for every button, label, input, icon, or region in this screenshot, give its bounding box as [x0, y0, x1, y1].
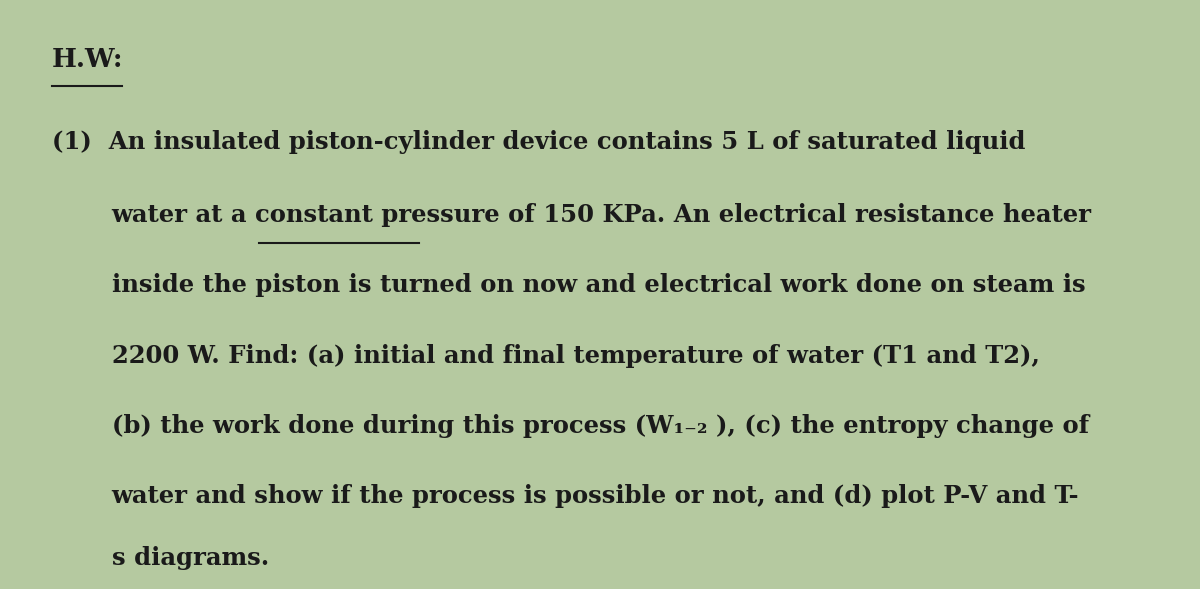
Text: water and show if the process is possible or not, and (d) plot P-V and T-: water and show if the process is possibl… [112, 485, 1079, 508]
Text: water at a constant pressure of 150 KPa. An electrical resistance heater: water at a constant pressure of 150 KPa.… [112, 203, 1092, 227]
Text: 2200 W. Find: (a) initial and final temperature of water (T1 and T2),: 2200 W. Find: (a) initial and final temp… [112, 344, 1039, 368]
Text: (b) the work done during this process (W₁₋₂ ), (c) the entropy change of: (b) the work done during this process (W… [112, 414, 1088, 438]
Text: s diagrams.: s diagrams. [112, 546, 269, 570]
Text: (1)  An insulated piston-cylinder device contains 5 L of saturated liquid: (1) An insulated piston-cylinder device … [52, 130, 1025, 154]
Text: H.W:: H.W: [52, 47, 124, 72]
Text: inside the piston is turned on now and electrical work done on steam is: inside the piston is turned on now and e… [112, 273, 1085, 297]
